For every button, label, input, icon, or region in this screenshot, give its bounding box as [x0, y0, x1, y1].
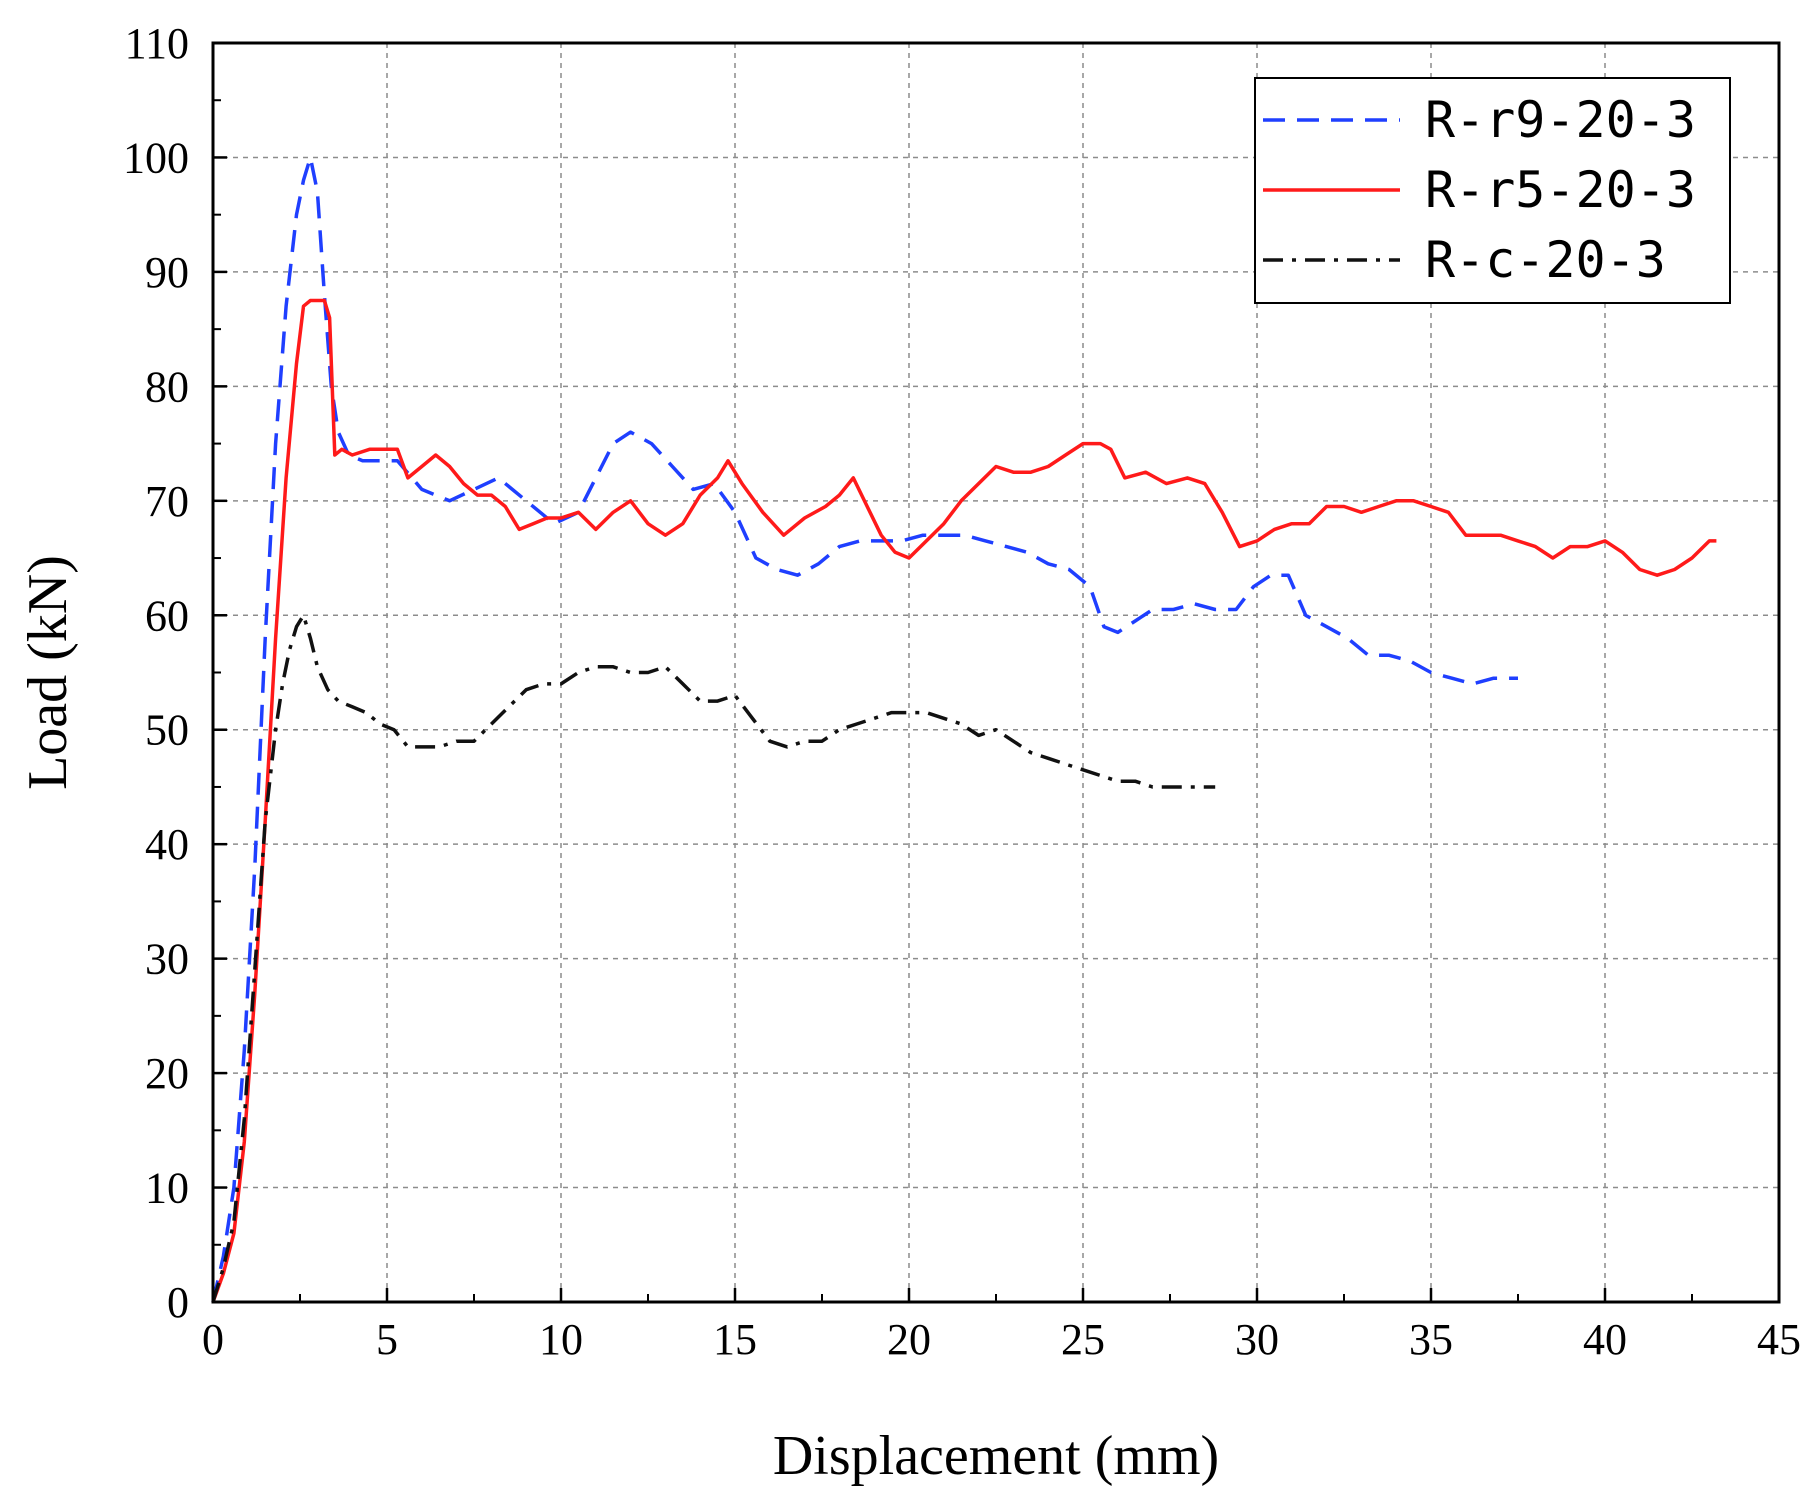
x-tick-label: 40	[1583, 1315, 1627, 1364]
y-tick-label: 60	[145, 591, 189, 640]
legend: R-r9-20-3 R-r5-20-3 R-c-20-3	[1254, 77, 1731, 304]
y-tick-label: 80	[145, 362, 189, 411]
x-tick-label: 25	[1061, 1315, 1105, 1364]
x-tick-label: 30	[1235, 1315, 1279, 1364]
series-line-R-r5-20-3	[211, 298, 1717, 1303]
series-layer	[211, 155, 1717, 1303]
x-axis-title: Displacement (mm)	[773, 1425, 1219, 1487]
y-tick-label: 40	[145, 820, 189, 869]
x-tick-label: 0	[202, 1315, 224, 1364]
y-tick-label: 10	[145, 1164, 189, 1213]
series-line-R-c-20-3	[211, 613, 1216, 1303]
y-tick-label: 0	[167, 1278, 189, 1327]
y-tick-label: 30	[145, 935, 189, 984]
x-tick-label: 5	[376, 1315, 398, 1364]
y-tick-label: 20	[145, 1049, 189, 1098]
y-tick-label: 90	[145, 248, 189, 297]
legend-label: R-r5-20-3	[1425, 161, 1696, 219]
y-tick-label: 50	[145, 706, 189, 755]
legend-label: R-r9-20-3	[1425, 91, 1696, 149]
x-tick-label: 45	[1757, 1315, 1801, 1364]
y-tick-label: 110	[125, 19, 189, 68]
legend-label: R-c-20-3	[1425, 231, 1666, 289]
x-tick-label: 15	[713, 1315, 757, 1364]
y-tick-label: 70	[145, 477, 189, 526]
axis-ticks: 0 5 10 15 20 25 30 35 40 45 0 10 20 30 40 50 60 70 80 90 100…	[123, 19, 1801, 1364]
series-line-R-r9-20-3	[211, 155, 1518, 1303]
x-tick-label: 35	[1409, 1315, 1453, 1364]
y-axis-title: Load (kN)	[17, 555, 79, 790]
x-tick-label: 10	[539, 1315, 583, 1364]
x-tick-label: 20	[887, 1315, 931, 1364]
y-tick-label: 100	[123, 133, 189, 182]
